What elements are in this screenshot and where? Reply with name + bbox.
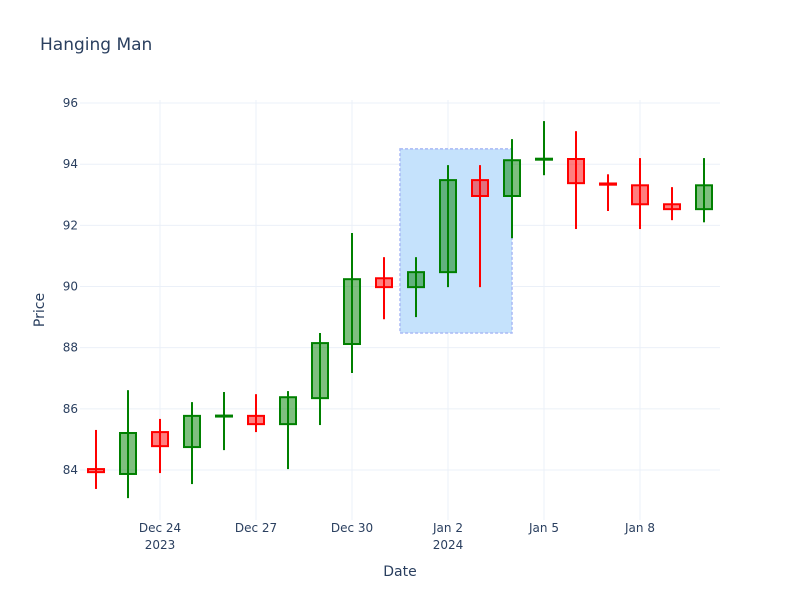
x-axis-ticks: Dec 24 2023 Dec 27 Dec 30 Jan 2 2024 Jan 5 Jan … (139, 521, 655, 552)
candle (407, 257, 425, 318)
y-axis-title: Price (32, 293, 48, 327)
candle (183, 402, 201, 485)
candle (631, 158, 649, 230)
x-axis-title: Date (383, 564, 416, 580)
x-tick-label: Dec 30 (331, 521, 373, 535)
candle (247, 394, 265, 433)
candle (663, 187, 681, 221)
y-axis-ticks: 84 86 88 90 92 94 96 (63, 96, 78, 477)
y-tick-label: 90 (63, 280, 78, 294)
candle (535, 121, 553, 176)
y-tick-label: 94 (63, 157, 78, 171)
y-tick-label: 96 (63, 96, 78, 110)
candles (87, 121, 713, 499)
candle (375, 257, 393, 320)
candle (151, 418, 169, 474)
candle (567, 131, 585, 230)
y-tick-label: 84 (63, 463, 78, 477)
x-tick-year: 2024 (433, 538, 464, 552)
y-tick-label: 92 (63, 218, 78, 232)
x-tick-year: 2023 (145, 538, 176, 552)
x-tick-label: Jan 2 (432, 521, 463, 535)
x-tick-label: Dec 27 (235, 521, 277, 535)
candle (311, 333, 329, 426)
candle (439, 165, 457, 288)
y-tick-label: 88 (63, 341, 78, 355)
candle (87, 429, 105, 489)
candle (695, 158, 713, 223)
candle (215, 392, 233, 451)
candle (503, 139, 521, 239)
y-tick-label: 86 (63, 402, 78, 416)
x-tick-label: Dec 24 (139, 521, 181, 535)
candle (599, 174, 617, 211)
x-tick-label: Jan 8 (624, 521, 655, 535)
candle (343, 233, 361, 374)
candle (119, 390, 137, 499)
chart-title: Hanging Man (40, 35, 152, 55)
candle (279, 391, 297, 470)
x-tick-label: Jan 5 (528, 521, 559, 535)
candle (471, 165, 489, 288)
